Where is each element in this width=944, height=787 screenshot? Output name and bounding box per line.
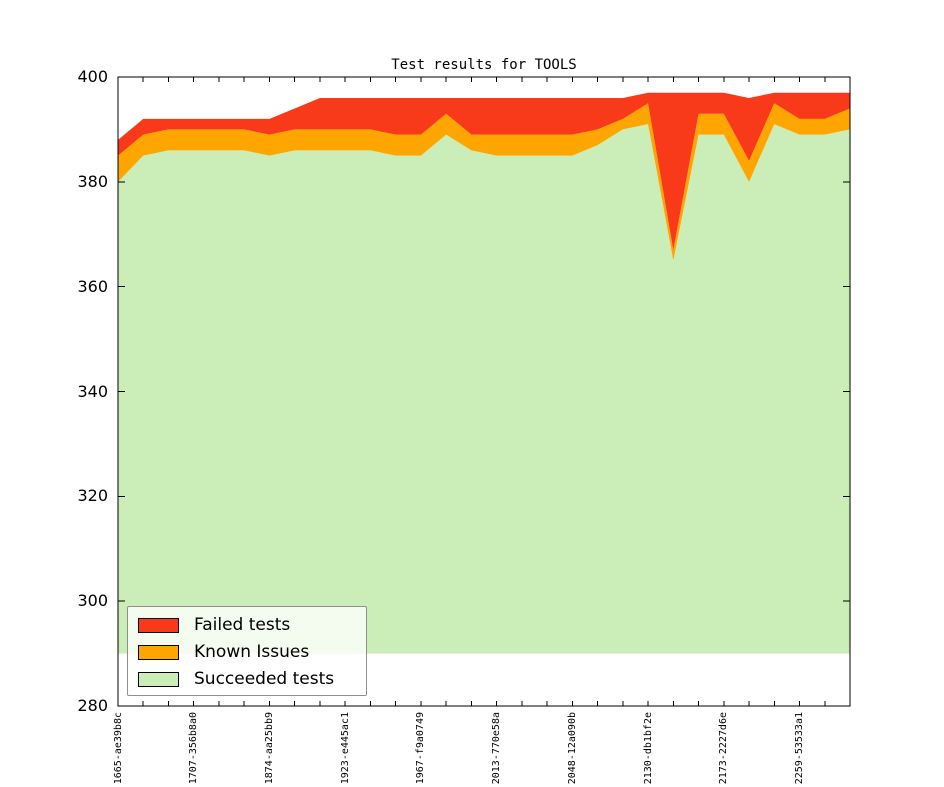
y-axis-tick-label: 340 [77,381,108,401]
failed-tests-swatch [138,617,179,633]
legend: Failed tests Known Issues Succeeded test… [127,606,367,696]
x-axis-tick-label: 1923-e445ac1 [339,712,351,785]
y-axis-tick-label: 400 [77,67,108,86]
x-axis-tick-label: 1967-f9a0749 [415,712,427,785]
x-axis-tick-label: 1707-356b8a0 [188,712,200,785]
x-axis-tick-label: 2013-770e58a [491,712,503,785]
x-axis-tick-label: 1874-aa25bb9 [263,712,275,785]
x-axis-tick-label: 2048-12a090b [566,712,578,785]
y-axis-tick-label: 320 [77,486,108,506]
known-issues-swatch [138,644,179,660]
chart-title: Test results for TOOLS [391,57,577,73]
legend-label-succeeded: Succeeded tests [194,669,335,689]
y-axis-tick-label: 360 [77,276,108,296]
succeeded-tests-swatch [138,671,179,687]
x-axis-tick-label: 2130-db1bf2e [642,712,654,785]
legend-label-failed: Failed tests [194,615,291,635]
area-known_issues [118,103,850,261]
x-axis-tick-label: 1665-ae39b8c [112,712,124,785]
x-axis-tick-label: 2173-2227d6e [718,712,730,785]
legend-row-succeeded: Succeeded tests [138,666,366,692]
area-failed [118,92,850,250]
stacked-area-plot [117,76,851,707]
plot-frame [117,76,851,707]
legend-row-failed: Failed tests [138,612,366,638]
area-succeeded [118,124,850,654]
y-axis-tick-label: 300 [77,591,108,611]
y-axis-tick-label: 280 [77,696,108,715]
y-axis-tick-label: 380 [77,171,108,191]
legend-row-known-issues: Known Issues [138,639,366,665]
legend-label-known-issues: Known Issues [194,642,310,662]
x-axis-tick-label: 2259-53533a1 [794,712,806,785]
